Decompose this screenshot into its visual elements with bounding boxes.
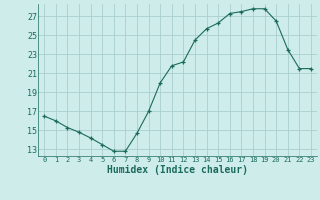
X-axis label: Humidex (Indice chaleur): Humidex (Indice chaleur): [107, 165, 248, 175]
